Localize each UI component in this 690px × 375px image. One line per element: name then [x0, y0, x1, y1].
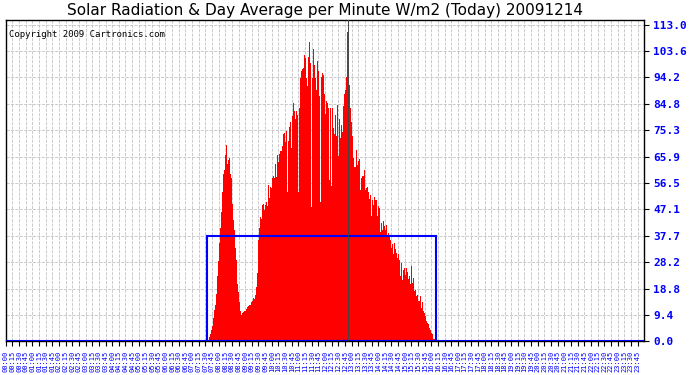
Text: Copyright 2009 Cartronics.com: Copyright 2009 Cartronics.com	[9, 30, 165, 39]
Title: Solar Radiation & Day Average per Minute W/m2 (Today) 20091214: Solar Radiation & Day Average per Minute…	[67, 3, 583, 18]
Bar	[208, 236, 436, 341]
